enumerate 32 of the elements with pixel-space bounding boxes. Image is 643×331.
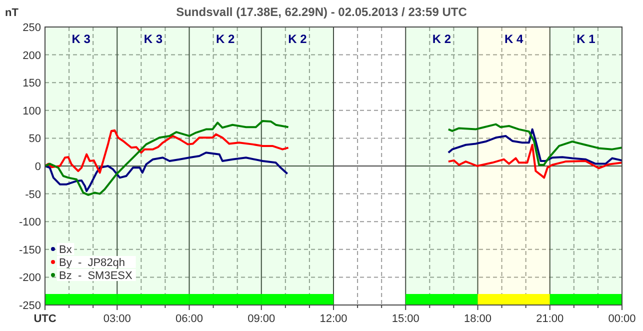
x-tick-label: 15:00 (392, 313, 420, 325)
band-label: K 1 (576, 32, 596, 46)
y-tick-label: 100 (22, 105, 41, 118)
band-label: K 3 (72, 32, 91, 46)
y-tick-label: 250 (22, 22, 41, 34)
band-label: K 3 (144, 32, 163, 46)
band-label: K 4 (504, 32, 524, 46)
x-tick-label: 21:00 (536, 313, 564, 325)
x-tick-label: UTC (34, 313, 56, 325)
band-label: K 2 (216, 32, 235, 46)
y-tick-label: 200 (22, 50, 41, 62)
legend-label: Bz - SM3ESX (59, 270, 134, 282)
y-tick-label: -250 (18, 300, 41, 312)
x-tick-label: 06:00 (175, 313, 204, 325)
y-axis-title: nT (5, 7, 19, 19)
y-tick-label: -200 (18, 272, 41, 284)
x-tick-label: 12:00 (320, 313, 348, 325)
x-tick-label: 00:00 (608, 313, 636, 325)
y-tick-label: -100 (18, 216, 41, 229)
x-tick-label: 09:00 (248, 313, 276, 325)
band-label: K 2 (288, 32, 308, 46)
band-label: K 2 (432, 32, 452, 46)
x-tick-label: 18:00 (464, 313, 492, 325)
legend-label: Bx (59, 244, 72, 256)
legend-label: By - JP82qh (59, 257, 126, 269)
chart-title: Sundsvall (17.38E, 62.29N) - 02.05.2013 / 23:59 UTC (176, 5, 468, 19)
y-tick-label: 0 (34, 161, 41, 173)
y-tick-label: -150 (18, 244, 41, 256)
y-tick-label: 150 (22, 78, 41, 90)
y-tick-label: 50 (28, 133, 41, 146)
x-tick-label: 03:00 (103, 313, 131, 325)
y-tick-label: -50 (25, 188, 41, 201)
